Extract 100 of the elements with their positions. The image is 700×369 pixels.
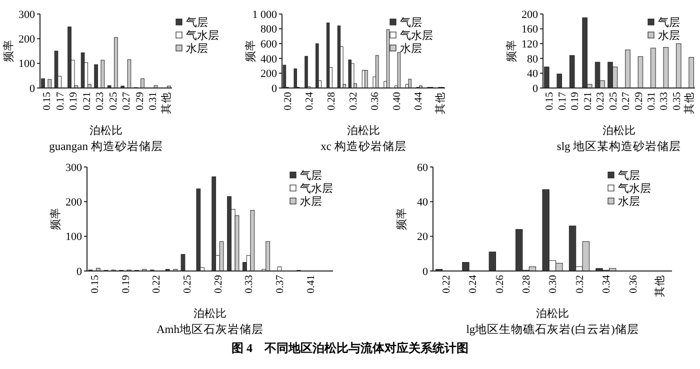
x-tick-label: 0.36 — [370, 92, 382, 110]
x-tick-label: 0.29 — [634, 92, 645, 110]
y-axis-title: 频率 — [244, 40, 257, 62]
legend-label: 水层 — [658, 29, 680, 42]
x-tick-label: 0.24 — [468, 274, 480, 294]
y-tick-label: 200 — [260, 68, 278, 80]
x-axis-title: 泊松比 — [602, 124, 636, 137]
x-axis-title: 泊松比 — [536, 307, 569, 320]
y-tick-label: 40 — [417, 196, 428, 209]
legend-label: 水层 — [186, 42, 208, 55]
x-tick-label: 0.33 — [659, 92, 670, 110]
x-tick-label: 0.23 — [95, 92, 106, 110]
y-tick-label: 200 — [66, 196, 82, 209]
x-tick-label: 0.32 — [574, 275, 586, 294]
x-tick-label: 0.31 — [148, 92, 160, 110]
text: slg 地区某构造砂岩储层 — [556, 140, 682, 153]
legend-label: 气层 — [400, 17, 422, 29]
legend-label: 气层 — [658, 17, 680, 29]
x-axis-title: 泊松比 — [90, 124, 122, 137]
x-tick-label: 0.30 — [548, 275, 560, 294]
y-tick-label: 800 — [260, 24, 278, 36]
x-tick-label: 0.36 — [628, 275, 640, 294]
legend-label: 气水层 — [618, 182, 651, 195]
x-tick-label: 0.41 — [306, 275, 317, 294]
x-tick-label: 0.44 — [414, 91, 425, 110]
x-tick-label: 0.37 — [275, 275, 286, 294]
y-tick-label: 1 000 — [252, 8, 278, 21]
text: Amh地区石灰岩储层 — [156, 323, 264, 336]
legend-label: 气层 — [300, 170, 322, 182]
legend-label: 水层 — [300, 195, 322, 208]
y-tick-label: 40 — [527, 68, 538, 80]
x-tick-label: 0.33 — [244, 275, 256, 294]
x-tick-label: 0.17 — [55, 92, 66, 110]
y-tick-label: 200 — [18, 34, 36, 46]
x-tick-label: 0.25 — [182, 275, 194, 294]
caption: 图 4 不同地区泊松比与流体对应关系统计图 — [232, 341, 468, 355]
x-tick-label: 0.40 — [392, 92, 403, 110]
x-tick-label: 0.24 — [304, 91, 316, 110]
y-axis-title: 频率 — [505, 40, 518, 62]
x-tick-label: 0.17 — [557, 92, 568, 110]
x-axis-title: 泊松比 — [194, 307, 226, 320]
y-axis-title: 频率 — [395, 208, 408, 230]
x-tick-label: 0.19 — [570, 92, 582, 110]
x-tick-label: 0.28 — [521, 275, 532, 294]
y-tick-label: 0 — [422, 266, 428, 278]
text: xc 构造砂岩储层 — [320, 140, 406, 153]
y-tick-label: 100 — [18, 58, 36, 70]
x-tick-label: 0.15 — [90, 275, 101, 294]
x-tick-label: 0.27 — [122, 92, 133, 110]
x-tick-label: 0.21 — [582, 92, 594, 110]
legend-label: 气水层 — [300, 182, 333, 195]
y-tick-label: 400 — [260, 53, 278, 66]
legend-label: 水层 — [618, 195, 640, 208]
x-tick-label: 0.32 — [348, 92, 360, 110]
x-tick-label: 其他 — [652, 275, 666, 297]
x-tick-label: 0.26 — [494, 275, 506, 294]
x-tick-label: 0.20 — [282, 92, 294, 110]
x-tick-label: 0.23 — [596, 92, 607, 110]
x-tick-label: 其他 — [433, 92, 446, 114]
legend-label: 气层 — [186, 17, 208, 29]
x-tick-label: 0.19 — [120, 275, 132, 294]
x-axis-title: 泊松比 — [347, 124, 380, 137]
x-tick-label: 0.19 — [68, 92, 80, 110]
y-tick-label: 0 — [30, 82, 36, 95]
y-tick-label: 100 — [66, 231, 82, 244]
y-tick-label: 200 — [522, 8, 538, 21]
x-tick-label: 其他 — [682, 92, 696, 114]
legend-label: 水层 — [400, 42, 422, 55]
legend-label: 气水层 — [400, 29, 433, 42]
x-tick-label: 0.28 — [326, 92, 338, 110]
x-tick-label: 0.29 — [213, 275, 224, 294]
y-axis-title: 频率 — [2, 40, 15, 62]
x-tick-label: 0.25 — [108, 92, 120, 110]
x-tick-label: 0.25 — [608, 92, 620, 110]
y-tick-label: 300 — [66, 162, 82, 174]
x-tick-label: 0.34 — [602, 274, 613, 294]
y-tick-label: 60 — [417, 162, 428, 174]
y-tick-label: 0 — [532, 82, 538, 95]
x-tick-label: 0.35 — [672, 92, 683, 110]
text: guangan 构造砂岩储层 — [49, 140, 163, 153]
y-tick-label: 80 — [527, 53, 538, 66]
text: lg地区生物礁石灰岩(白云岩)储层 — [466, 323, 639, 336]
y-tick-label: 120 — [522, 38, 538, 50]
y-tick-label: 20 — [417, 231, 428, 244]
x-tick-label: 0.29 — [134, 92, 146, 110]
legend-label: 气水层 — [186, 29, 219, 42]
x-tick-label: 0.31 — [646, 92, 658, 110]
legend-label: 气层 — [618, 170, 640, 182]
x-tick-label: 0.21 — [82, 92, 93, 110]
x-tick-label: 0.22 — [152, 275, 163, 294]
x-tick-label: 0.15 — [544, 92, 556, 110]
y-tick-label: 0 — [76, 266, 82, 278]
y-tick-label: 600 — [260, 38, 278, 50]
x-tick-label: 其他 — [159, 92, 172, 114]
x-tick-label: 0.22 — [441, 275, 452, 294]
y-tick-label: 300 — [18, 8, 36, 21]
y-tick-label: 0 — [272, 82, 278, 95]
x-tick-label: 0.27 — [621, 92, 632, 110]
x-tick-label: 0.15 — [42, 92, 53, 110]
y-tick-label: 160 — [522, 24, 538, 36]
